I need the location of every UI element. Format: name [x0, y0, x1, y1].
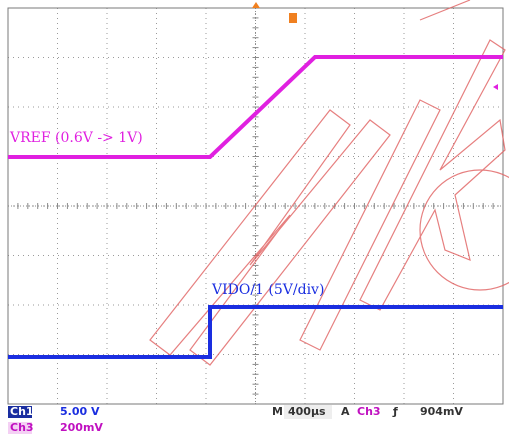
ch1-badge: [8, 406, 32, 418]
trigger-source: Ch3: [357, 405, 381, 418]
watermark: [149, 0, 509, 366]
vref-label: VREF (0.6V -> 1V): [9, 130, 143, 146]
timebase-box: [284, 405, 332, 419]
graticule: [7, 7, 504, 405]
timebase-value: 400µs: [288, 405, 326, 418]
trigger-level: 904mV: [420, 405, 463, 418]
ch1-scale: 5.00 V: [60, 405, 100, 418]
trigger-position: [252, 2, 260, 8]
ch1-name: Ch1: [10, 405, 34, 418]
trigger-slope: ƒ: [392, 405, 398, 418]
vref-trace: [8, 55, 503, 159]
timebase-prefix: M: [272, 405, 283, 418]
ch3-badge: [8, 422, 32, 434]
trigger-level-marker: [493, 84, 498, 90]
ch3-name: Ch3: [10, 421, 34, 434]
vido-trace: [8, 305, 503, 359]
trigger-prefix: A: [341, 405, 350, 418]
vido-label: VIDO/1 (5V/div): [211, 282, 324, 298]
ch3-scale: 200mV: [60, 421, 103, 434]
trigger-marker: [289, 13, 297, 23]
